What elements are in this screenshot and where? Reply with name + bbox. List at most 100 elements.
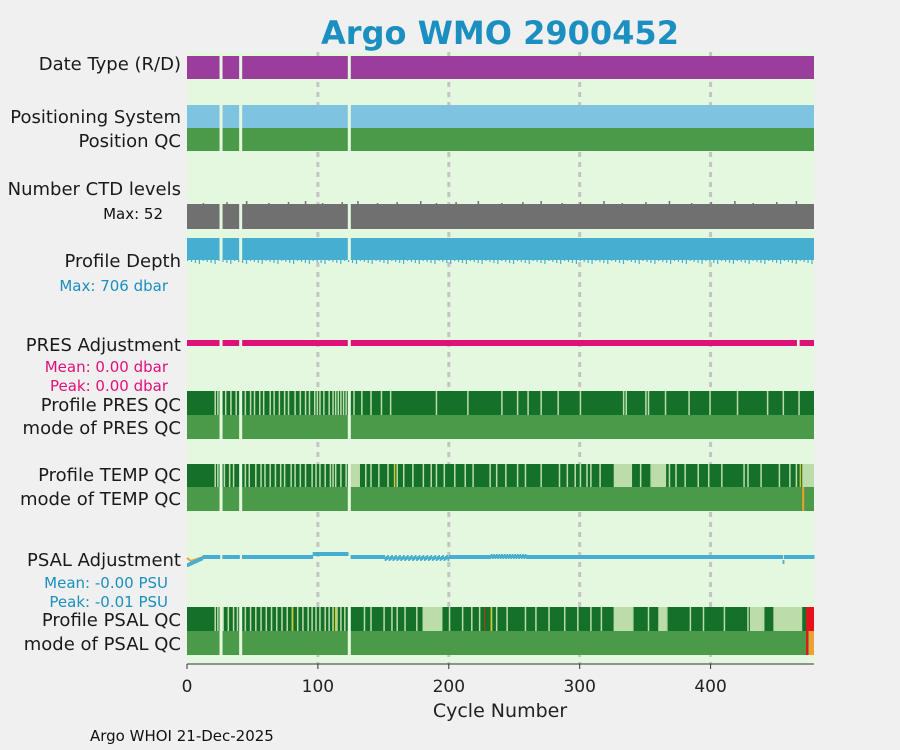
psal-adjustment-point xyxy=(744,555,747,559)
psal-adjustment-point xyxy=(548,555,551,559)
pres-qc-light-mark xyxy=(217,391,219,415)
temp-qc-light-mark xyxy=(505,464,507,487)
psal-adjustment-point xyxy=(756,555,759,559)
profile-depth-band xyxy=(187,238,814,260)
psal-adjustment-point xyxy=(204,555,206,559)
psal-adjustment-point xyxy=(616,555,619,559)
pres-qc-light-mark xyxy=(278,391,281,415)
psal-adjustment-point xyxy=(234,555,236,559)
psal-adjustment-point xyxy=(340,552,342,556)
mode-pres-qc-band xyxy=(187,415,814,439)
temp-qc-light-mark xyxy=(743,464,745,487)
profile-depth-tick xyxy=(430,260,432,263)
psal-adjustment-point xyxy=(295,555,298,559)
psal-adjustment-point xyxy=(241,555,244,559)
profile-depth-tick xyxy=(269,260,271,262)
psal-adjustment-point xyxy=(325,552,328,556)
psal-adjustment-point xyxy=(685,555,688,559)
missing-cycle-gap xyxy=(347,415,350,439)
psal-adjustment-point xyxy=(367,555,370,559)
missing-cycle-gap xyxy=(347,128,350,151)
psal-qc-light-mark xyxy=(265,607,268,631)
psal-adjustment-point xyxy=(452,555,455,559)
psal-adjustment-point xyxy=(402,555,405,559)
psal-adjustment-point xyxy=(217,555,219,559)
psal-qc-light-mark xyxy=(524,607,527,631)
row-label-profile-pres-qc: Profile PRES QC xyxy=(41,395,181,416)
psal-adjustment-point xyxy=(690,555,693,559)
psal-adjustment-point xyxy=(451,555,454,559)
psal-adjustment-point xyxy=(379,555,382,559)
temp-qc-light-mark xyxy=(524,464,527,487)
psal-adjustment-point xyxy=(311,555,314,559)
psal-adjustment-point xyxy=(298,555,301,559)
psal-adjustment-point xyxy=(201,556,204,561)
positioning-system-band xyxy=(187,105,814,128)
psal-adjustment-point xyxy=(376,555,379,559)
psal-adjustment-point xyxy=(261,555,264,559)
psal-adjustment-point xyxy=(613,555,616,559)
grid-lines xyxy=(316,52,713,664)
psal-adjustment-peak-note: Peak: -0.01 PSU xyxy=(49,593,168,611)
ctd-levels-spike xyxy=(668,201,671,206)
psal-adjustment-point xyxy=(721,555,723,559)
profile-depth-tick xyxy=(379,260,381,262)
temp-qc-light-mark xyxy=(329,464,332,487)
profile-depth-tick xyxy=(791,260,793,263)
ctd-levels-spike xyxy=(419,201,422,206)
profile-depth-tick xyxy=(705,260,707,261)
ctd-levels-spike xyxy=(540,201,542,206)
profile-depth-tick xyxy=(281,260,283,261)
mode-temp-qc-orange-mark xyxy=(802,487,805,511)
psal-adjustment-point xyxy=(584,555,587,559)
temp-qc-light-mark xyxy=(721,464,723,487)
psal-adjustment-point xyxy=(608,555,611,559)
temp-qc-light-mark xyxy=(435,464,438,487)
row-label-mode-psal-qc: mode of PSAL QC xyxy=(24,634,181,655)
missing-cycle-gap xyxy=(239,487,241,511)
temp-qc-light-mark xyxy=(228,464,231,487)
psal-adjustment-point xyxy=(783,555,786,559)
ctd-levels-spike xyxy=(645,202,647,206)
temp-qc-light-mark xyxy=(274,464,277,487)
psal-adjustment-point xyxy=(256,555,259,559)
profile-depth-tick xyxy=(560,260,562,264)
psal-adjustment-point xyxy=(527,555,530,559)
ctd-levels-spike xyxy=(455,202,457,206)
pres-adjustment-band xyxy=(187,340,814,346)
psal-adjustment-point xyxy=(650,555,653,559)
psal-adjustment-point xyxy=(499,555,502,559)
missing-cycle-gap xyxy=(349,607,351,631)
psal-adjustment-point xyxy=(293,555,295,559)
pres-qc-light-mark xyxy=(501,391,503,415)
missing-cycle-gap xyxy=(349,340,351,346)
profile-depth-tick xyxy=(469,260,471,261)
profile-depth-tick xyxy=(300,260,303,262)
psal-qc-light-mark xyxy=(227,607,230,631)
missing-cycle-gap xyxy=(219,415,222,439)
psal-adjustment-point xyxy=(639,555,642,559)
psal-adjustment-point xyxy=(290,555,293,559)
profile-depth-tick xyxy=(634,260,636,263)
profile-depth-tick xyxy=(575,260,577,264)
psal-adjustment-point xyxy=(786,555,789,559)
pres-qc-light-mark xyxy=(389,391,392,415)
psal-adjustment-point xyxy=(498,554,501,558)
data-bars xyxy=(186,56,815,655)
psal-adjustment-point xyxy=(553,555,556,559)
psal-qc-light-mark xyxy=(448,607,451,631)
profile-depth-max-note: Max: 706 dbar xyxy=(59,277,168,295)
psal-adjustment-point xyxy=(812,555,815,559)
psal-adjustment-point xyxy=(484,555,486,559)
pres-qc-light-mark xyxy=(709,391,711,415)
psal-adjustment-point xyxy=(591,555,594,559)
psal-adjustment-point xyxy=(617,555,620,559)
psal-adjustment-point xyxy=(332,552,335,556)
ctd-levels-spike xyxy=(734,201,736,206)
psal-adjustment-point xyxy=(312,552,315,556)
psal-adjustment-point xyxy=(238,555,240,559)
ctd-levels-spike xyxy=(304,201,307,206)
profile-depth-tick xyxy=(807,260,809,263)
missing-cycle-gap xyxy=(239,56,241,79)
psal-adjustment-point xyxy=(793,555,795,559)
